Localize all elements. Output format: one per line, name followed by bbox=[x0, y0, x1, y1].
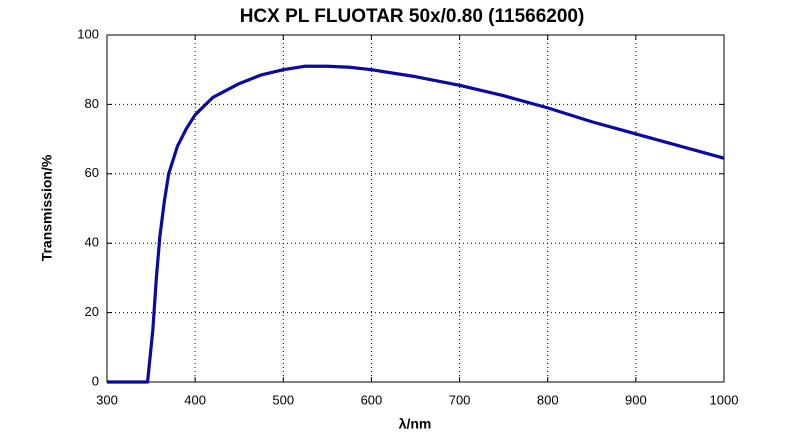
plot-frame bbox=[106, 34, 725, 383]
x-tick-label: 300 bbox=[96, 392, 118, 407]
x-tick-label: 900 bbox=[625, 392, 647, 407]
x-tick-label: 700 bbox=[449, 392, 471, 407]
chart-title: HCX PL FLUOTAR 50x/0.80 (11566200) bbox=[240, 6, 585, 27]
x-axis-label: λ/nm bbox=[399, 416, 432, 432]
x-tick-label: 400 bbox=[184, 392, 206, 407]
data-line bbox=[107, 64, 725, 384]
y-tick-label: 80 bbox=[85, 96, 99, 111]
x-tick-label: 800 bbox=[537, 392, 559, 407]
x-tick-label: 1000 bbox=[710, 392, 739, 407]
y-axis-label: Transmission/% bbox=[39, 154, 55, 261]
x-tick-label: 600 bbox=[361, 392, 383, 407]
y-tick-label: 40 bbox=[85, 235, 99, 250]
y-tick-label: 60 bbox=[85, 165, 99, 180]
y-tick-label: 20 bbox=[85, 304, 99, 319]
x-tick-label: 500 bbox=[272, 392, 294, 407]
y-tick-label: 100 bbox=[77, 26, 99, 41]
y-tick-label: 0 bbox=[92, 373, 99, 388]
